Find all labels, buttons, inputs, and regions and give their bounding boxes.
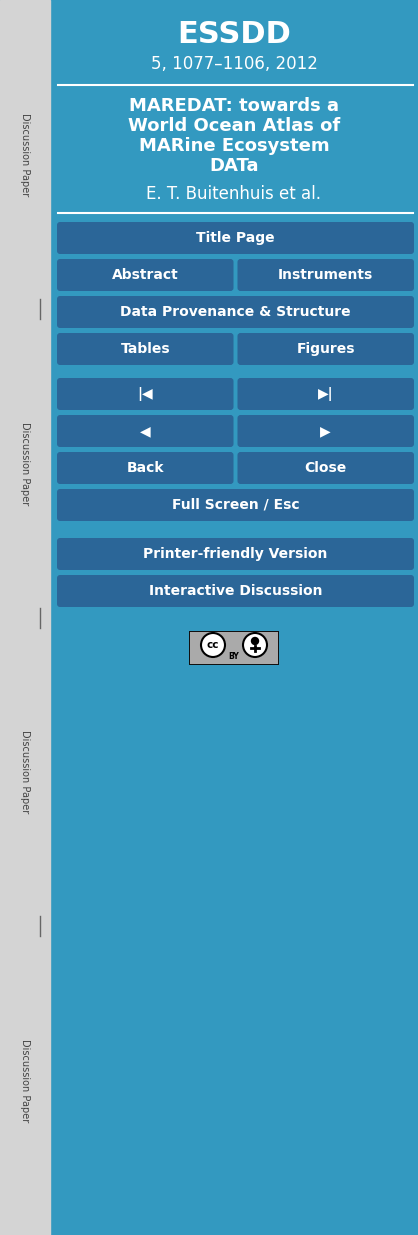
Text: Close: Close (305, 461, 347, 475)
Text: cc: cc (207, 640, 219, 650)
FancyBboxPatch shape (57, 452, 234, 484)
FancyBboxPatch shape (57, 415, 234, 447)
Text: DATa: DATa (209, 157, 259, 175)
Text: Discussion Paper: Discussion Paper (20, 730, 30, 814)
Text: Abstract: Abstract (112, 268, 178, 282)
FancyBboxPatch shape (237, 378, 414, 410)
Text: Data Provenance & Structure: Data Provenance & Structure (120, 305, 351, 319)
FancyBboxPatch shape (57, 333, 234, 366)
Text: Back: Back (127, 461, 164, 475)
Text: Tables: Tables (120, 342, 170, 356)
FancyBboxPatch shape (57, 538, 414, 571)
Text: Discussion Paper: Discussion Paper (20, 112, 30, 196)
FancyBboxPatch shape (57, 222, 414, 254)
FancyBboxPatch shape (237, 415, 414, 447)
FancyBboxPatch shape (57, 489, 414, 521)
Text: ESSDD: ESSDD (177, 20, 291, 49)
Text: BY: BY (229, 652, 240, 661)
Text: E. T. Buitenhuis et al.: E. T. Buitenhuis et al. (146, 185, 321, 203)
Text: World Ocean Atlas of: World Ocean Atlas of (128, 117, 340, 135)
Text: |◀: |◀ (138, 387, 153, 401)
FancyBboxPatch shape (237, 333, 414, 366)
Bar (190, 632, 278, 664)
Bar (0, 0, 50, 1235)
Text: 5, 1077–1106, 2012: 5, 1077–1106, 2012 (150, 56, 317, 73)
Text: ▶|: ▶| (318, 387, 334, 401)
Text: MARine Ecosystem: MARine Ecosystem (139, 137, 329, 156)
Text: Figures: Figures (296, 342, 355, 356)
FancyBboxPatch shape (57, 576, 414, 606)
Circle shape (243, 634, 267, 657)
Text: Printer-friendly Version: Printer-friendly Version (143, 547, 328, 561)
Circle shape (252, 637, 258, 645)
Text: Title Page: Title Page (196, 231, 275, 245)
Text: ▶: ▶ (321, 424, 331, 438)
Text: Interactive Discussion: Interactive Discussion (149, 584, 322, 598)
Text: Full Screen / Esc: Full Screen / Esc (172, 498, 299, 513)
FancyBboxPatch shape (57, 259, 234, 291)
FancyBboxPatch shape (57, 296, 414, 329)
Text: Instruments: Instruments (278, 268, 373, 282)
Bar (189, 631, 279, 664)
FancyBboxPatch shape (57, 378, 234, 410)
FancyBboxPatch shape (237, 452, 414, 484)
Circle shape (201, 634, 225, 657)
Text: Discussion Paper: Discussion Paper (20, 1039, 30, 1123)
Text: ◀: ◀ (140, 424, 150, 438)
Text: Discussion Paper: Discussion Paper (20, 421, 30, 505)
Text: MAREDAT: towards a: MAREDAT: towards a (129, 98, 339, 115)
FancyBboxPatch shape (237, 259, 414, 291)
